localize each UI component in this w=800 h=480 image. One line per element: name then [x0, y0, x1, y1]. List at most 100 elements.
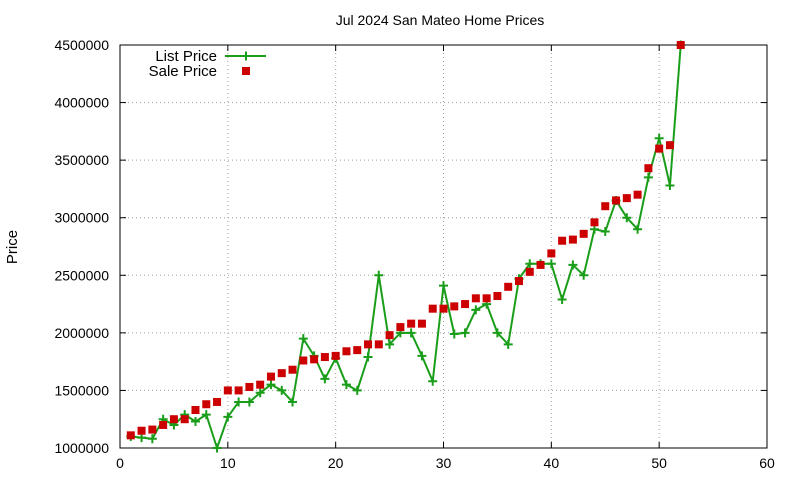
y-tick-label: 2000000: [54, 325, 109, 341]
data-point: [536, 260, 545, 269]
data-point: [568, 260, 578, 270]
x-tick-label: 10: [220, 455, 236, 471]
legend-label-sale-price: Sale Price: [149, 63, 217, 80]
x-tick-label: 20: [328, 455, 344, 471]
data-point: [342, 347, 351, 356]
data-point: [482, 294, 491, 303]
y-tick-label: 4000000: [54, 95, 109, 111]
data-point: [374, 270, 384, 280]
data-point: [579, 229, 588, 238]
data-point: [655, 144, 664, 153]
data-point: [223, 386, 232, 395]
data-point: [460, 328, 470, 338]
data-point: [665, 180, 675, 190]
data-point: [212, 443, 222, 453]
data-point: [234, 397, 244, 407]
y-tick-label: 4500000: [54, 37, 109, 53]
y-tick-label: 2500000: [54, 267, 109, 283]
series-sale-price: [126, 41, 685, 440]
data-point: [213, 397, 222, 406]
data-point: [159, 420, 168, 429]
data-point: [148, 425, 157, 434]
data-point: [320, 374, 330, 384]
data-point: [341, 380, 351, 390]
legend: List Price Sale Price: [149, 48, 266, 80]
data-point: [244, 397, 254, 407]
data-point: [633, 190, 642, 199]
legend-marker-list-price: [241, 51, 251, 61]
data-point: [406, 328, 416, 338]
data-point: [364, 340, 373, 349]
data-point: [417, 351, 427, 361]
data-point: [277, 369, 286, 378]
data-point: [492, 328, 502, 338]
data-point: [126, 431, 135, 440]
data-point: [579, 270, 589, 280]
data-point: [590, 218, 599, 227]
data-point: [407, 319, 416, 328]
data-point: [644, 164, 653, 173]
x-tick-label: 0: [116, 455, 124, 471]
data-point: [255, 388, 265, 398]
data-point: [353, 346, 362, 355]
data-point: [665, 141, 674, 150]
data-point: [622, 194, 631, 203]
data-point: [471, 294, 480, 303]
series-list-price: [126, 40, 686, 453]
data-point: [471, 305, 481, 315]
data-point: [137, 426, 146, 435]
data-point: [396, 323, 405, 332]
data-point: [439, 304, 448, 313]
data-point: [417, 319, 426, 328]
data-point: [428, 304, 437, 313]
data-point: [601, 202, 610, 211]
data-point: [180, 415, 189, 424]
data-point: [288, 397, 298, 407]
data-point: [547, 249, 556, 258]
data-point: [352, 385, 362, 395]
data-point: [201, 410, 211, 420]
x-tick-label: 50: [651, 455, 667, 471]
data-point: [449, 329, 459, 339]
data-point: [147, 434, 157, 444]
x-tick-label: 40: [544, 455, 560, 471]
data-point: [298, 334, 308, 344]
data-point: [299, 356, 308, 365]
data-point: [385, 331, 394, 340]
data-point: [633, 224, 643, 234]
data-point: [374, 340, 383, 349]
chart-title: Jul 2024 San Mateo Home Prices: [336, 12, 545, 28]
data-point: [288, 365, 297, 374]
data-point: [676, 41, 685, 49]
data-point: [557, 294, 567, 304]
data-point: [331, 351, 340, 360]
data-point: [643, 172, 653, 182]
data-point: [266, 380, 276, 390]
data-point: [256, 380, 265, 389]
x-tick-label: 60: [759, 455, 775, 471]
data-point: [234, 386, 243, 395]
y-tick-label: 3500000: [54, 152, 109, 168]
data-point: [493, 292, 502, 301]
y-tick-label: 1000000: [54, 440, 109, 456]
y-axis-label: Price: [4, 230, 21, 264]
data-point: [450, 302, 459, 311]
data-point: [654, 133, 664, 143]
data-point: [503, 339, 513, 349]
data-point: [223, 412, 233, 422]
axis-ticks: 0 10 20 30 40 50 60 1000000 1500000 2000000 250000…: [54, 37, 775, 471]
data-point: [266, 372, 275, 381]
x-tick-label: 30: [436, 455, 452, 471]
data-point: [525, 259, 535, 269]
data-point: [514, 277, 523, 286]
data-point: [461, 300, 470, 309]
data-point: [558, 236, 567, 245]
series-line-list-price: [130, 44, 682, 449]
y-tick-label: 1500000: [54, 382, 109, 398]
data-point: [428, 376, 438, 386]
series-layer: [126, 40, 686, 453]
data-point: [525, 267, 534, 276]
data-point: [600, 227, 610, 237]
data-point: [169, 415, 178, 424]
